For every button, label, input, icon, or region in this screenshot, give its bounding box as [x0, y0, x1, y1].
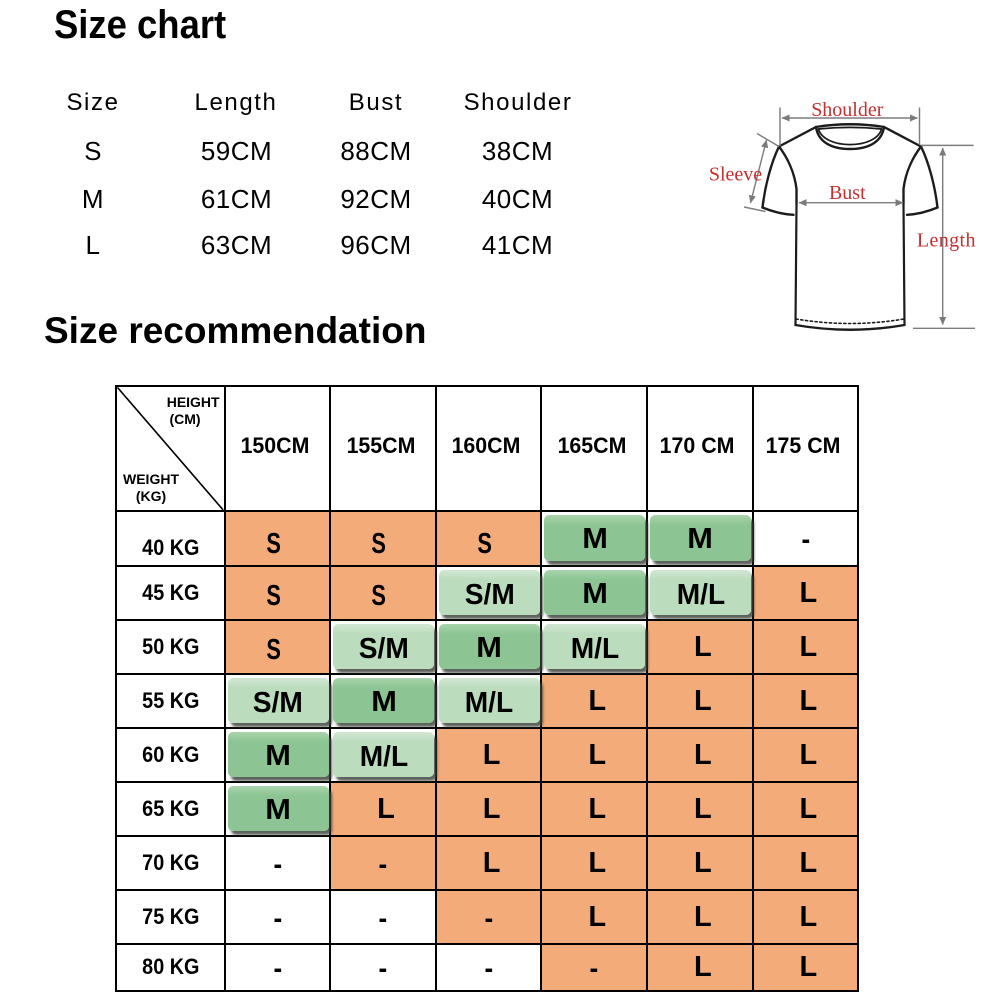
svg-text:Sleeve: Sleeve — [709, 164, 762, 186]
svg-text:Bust: Bust — [829, 182, 866, 204]
svg-text:Length: Length — [917, 229, 976, 251]
svg-text:Shoulder: Shoulder — [811, 99, 884, 121]
